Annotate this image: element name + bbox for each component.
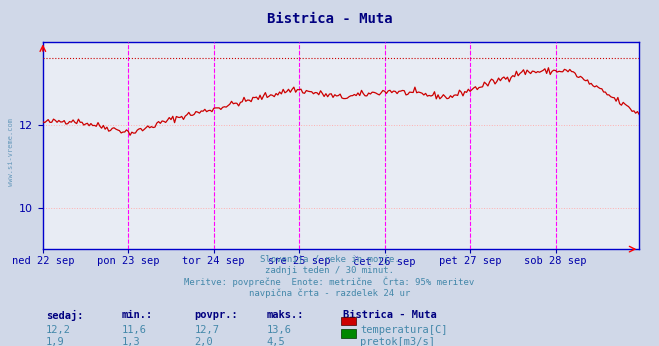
- Text: 11,6: 11,6: [122, 325, 147, 335]
- Text: 2,0: 2,0: [194, 337, 213, 346]
- Text: maks.:: maks.:: [267, 310, 304, 320]
- Text: Bistrica - Muta: Bistrica - Muta: [267, 12, 392, 26]
- Text: 1,9: 1,9: [46, 337, 65, 346]
- Text: 13,6: 13,6: [267, 325, 292, 335]
- Text: Bistrica - Muta: Bistrica - Muta: [343, 310, 436, 320]
- Text: temperatura[C]: temperatura[C]: [360, 325, 448, 335]
- Text: povpr.:: povpr.:: [194, 310, 238, 320]
- Text: 12,7: 12,7: [194, 325, 219, 335]
- Text: 4,5: 4,5: [267, 337, 285, 346]
- Text: 12,2: 12,2: [46, 325, 71, 335]
- Text: min.:: min.:: [122, 310, 153, 320]
- Text: www.si-vreme.com: www.si-vreme.com: [8, 118, 14, 186]
- Text: 1,3: 1,3: [122, 337, 140, 346]
- Text: Slovenija / reke in morje.
zadnji teden / 30 minut.
Meritve: povprečne  Enote: m: Slovenija / reke in morje. zadnji teden …: [185, 255, 474, 298]
- Text: pretok[m3/s]: pretok[m3/s]: [360, 337, 436, 346]
- Text: sedaj:: sedaj:: [46, 310, 84, 321]
